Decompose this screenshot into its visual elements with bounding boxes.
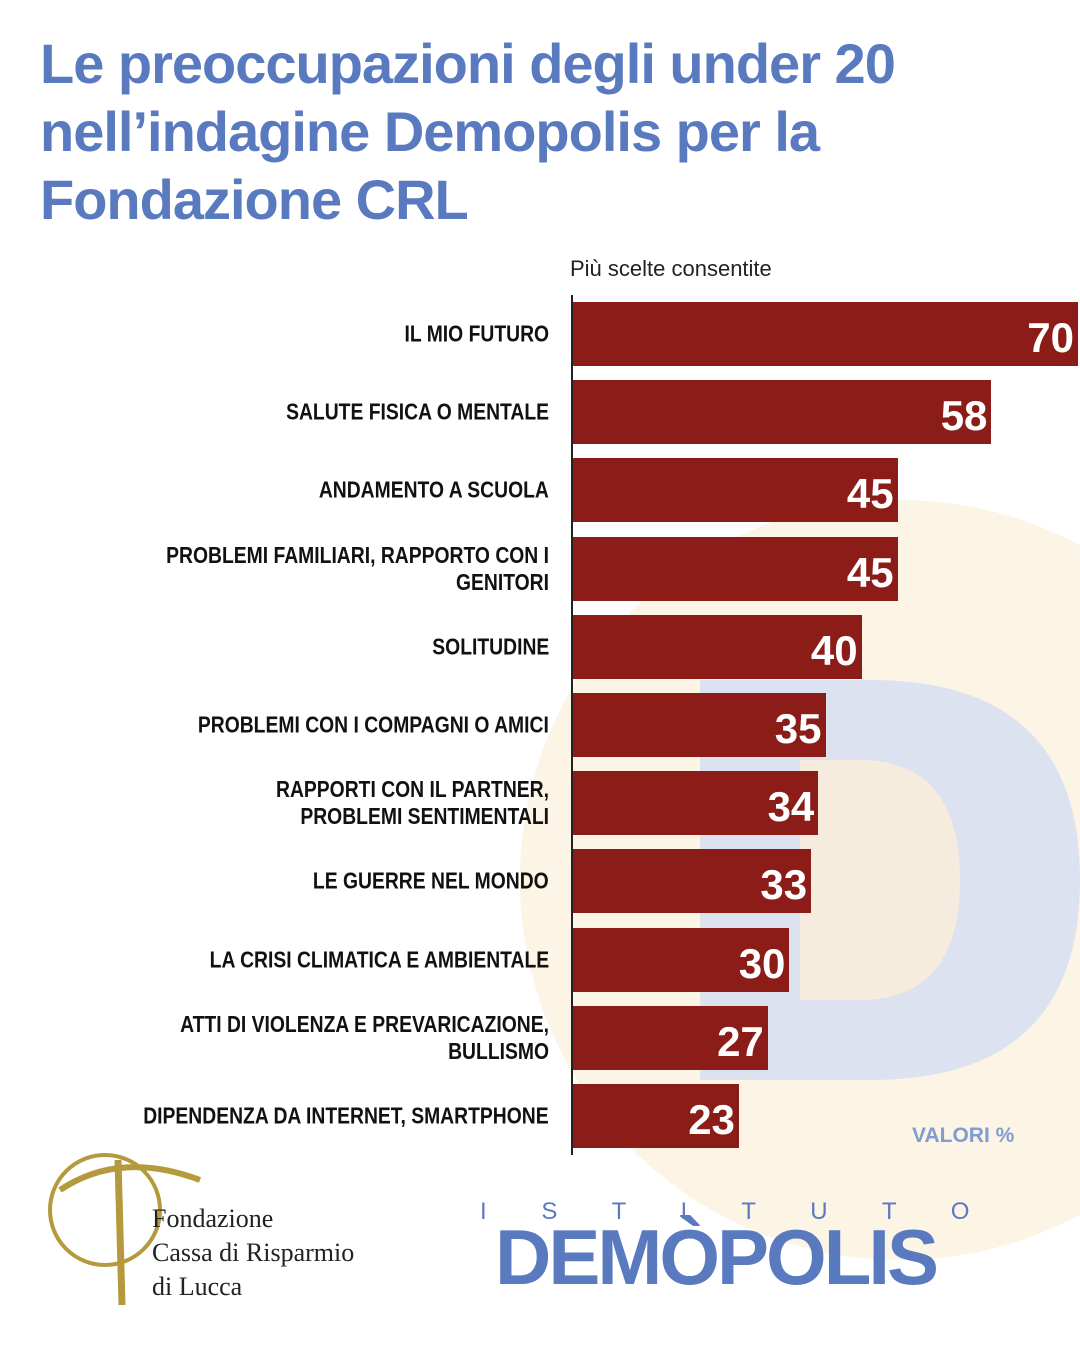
- logo-text: Cassa di Risparmio: [152, 1238, 355, 1267]
- value-label: 30: [738, 939, 786, 987]
- value-label: 40: [810, 626, 858, 674]
- value-label: 58: [940, 392, 988, 440]
- category-label: PROBLEMI FAMILIARI, RAPPORTO CON I GENIT…: [166, 541, 549, 595]
- category-label: LA CRISI CLIMATICA E AMBIENTALE: [209, 946, 549, 973]
- value-label: 70: [1027, 314, 1074, 361]
- value-label: 45: [846, 548, 894, 596]
- value-label: 27: [717, 1017, 764, 1065]
- chart-subtitle: Più scelte consentite: [570, 256, 772, 281]
- logo-text: I S T I T U T O: [480, 1198, 994, 1225]
- value-label: 35: [774, 705, 822, 752]
- value-label: 45: [846, 470, 894, 518]
- value-label: 23: [688, 1096, 735, 1143]
- value-label: 33: [760, 861, 808, 909]
- bar: [573, 693, 826, 757]
- bar: [573, 458, 898, 523]
- bar: [573, 380, 992, 445]
- bar: [573, 771, 819, 836]
- category-label: DIPENDENZA DA INTERNET, SMARTPHONE: [143, 1102, 549, 1129]
- bar: [573, 614, 862, 679]
- bar: [573, 849, 812, 914]
- logo-text: di Lucca: [152, 1272, 243, 1301]
- category-label: ATTI DI VIOLENZA E PREVARICAZIONE, BULLI…: [180, 1010, 549, 1064]
- bar: [573, 1005, 768, 1070]
- units-note: VALORI %: [912, 1124, 1015, 1147]
- logo-text: DEMÒPOLIS: [495, 1213, 939, 1301]
- category-label: SALUTE FISICA O MENTALE: [286, 398, 549, 425]
- value-label: 34: [767, 783, 815, 831]
- category-label: PROBLEMI CON I COMPAGNI O AMICI: [198, 711, 549, 738]
- bar: [573, 927, 790, 992]
- category-label: IL MIO FUTURO: [404, 320, 549, 347]
- axis-line: [571, 295, 573, 1155]
- bar: [573, 536, 898, 601]
- chart-title: Le preoccupazioni degli under 20 nell’in…: [40, 32, 896, 231]
- category-label: ANDAMENTO A SCUOLA: [318, 476, 549, 503]
- category-label: LE GUERRE NEL MONDO: [313, 867, 549, 894]
- category-label: RAPPORTI CON IL PARTNER, PROBLEMI SENTIM…: [276, 776, 549, 830]
- logo-text: Fondazione: [152, 1204, 274, 1233]
- category-label: SOLITUDINE: [432, 633, 549, 660]
- bar: [573, 302, 1078, 366]
- bar: [573, 1084, 739, 1148]
